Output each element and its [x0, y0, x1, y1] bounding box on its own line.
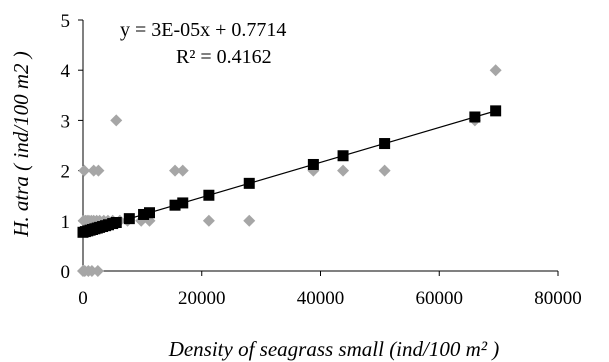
y-tick-label: 1 — [61, 212, 71, 233]
r-squared-label: R² = 0.4162 — [176, 46, 272, 68]
observed-point-marker — [91, 265, 104, 277]
observed-point-marker — [337, 164, 350, 177]
predicted-point-marker — [243, 177, 255, 189]
x-tick-label: 80000 — [534, 288, 582, 309]
predicted-point-marker — [138, 208, 150, 220]
observed-point-marker — [176, 164, 189, 177]
predicted-point-marker — [379, 138, 391, 150]
x-tick-label: 60000 — [416, 288, 464, 309]
y-tick-label: 2 — [61, 162, 71, 183]
predicted-point-marker — [144, 207, 155, 219]
y-tick-label: 4 — [61, 61, 71, 82]
predicted-point-marker — [203, 189, 215, 201]
x-tick-label: 20000 — [178, 288, 226, 309]
predicted-point-marker — [110, 217, 122, 229]
observed-point-marker — [78, 164, 91, 177]
predicted-point-marker — [490, 105, 502, 117]
observed-point-marker — [110, 114, 123, 127]
predicted-point-marker — [177, 197, 189, 209]
observed-point-marker — [169, 164, 182, 177]
predicted-point-marker — [169, 199, 181, 211]
observed-point-marker — [243, 214, 256, 227]
observed-point-marker — [92, 164, 105, 177]
observed-point-marker — [202, 214, 215, 227]
trendline-equation: y = 3E-05x + 0.7714 — [120, 19, 286, 41]
y-tick-label: 3 — [61, 111, 71, 132]
ticks: 0 1 2 3 4 5 0 20000 40000 60000 80000 — [61, 11, 582, 309]
y-tick-label: 5 — [61, 11, 71, 32]
observed-point-marker — [489, 64, 502, 77]
predicted-point-marker — [307, 158, 319, 170]
predicted-point-marker — [469, 111, 481, 123]
predicted-point-marker — [337, 150, 349, 162]
observed-point-marker — [378, 164, 391, 177]
x-tick-label: 0 — [78, 288, 88, 309]
y-tick-label: 0 — [61, 262, 71, 283]
x-tick-label: 40000 — [297, 288, 345, 309]
points-layer — [77, 64, 502, 277]
x-axis-title: Density of seagrass small (ind/100 m² ) — [168, 337, 500, 361]
y-axis-title: H. atra ( ind/100 m2 ) — [9, 51, 33, 238]
predicted-point-marker — [123, 213, 135, 225]
axes — [82, 20, 558, 272]
